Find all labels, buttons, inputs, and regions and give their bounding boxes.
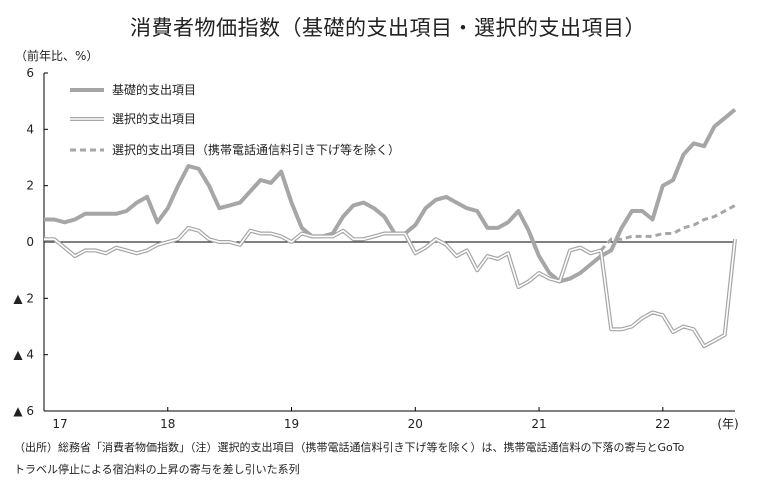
x-tick-label: 21 xyxy=(531,417,546,431)
source-note-line-2: トラベル停止による宿泊料の上昇の寄与を差し引いた系列 xyxy=(14,463,300,476)
x-tick-label: 18 xyxy=(160,417,175,431)
x-tick-label: 20 xyxy=(408,417,423,431)
y-tick-label: 4 xyxy=(26,122,34,136)
x-tick-label: 19 xyxy=(284,417,299,431)
legend-label: 基礎的支出項目 xyxy=(112,82,196,97)
chart-title: 消費者物価指数（基礎的支出項目・選択的支出項目） xyxy=(130,16,646,40)
x-tick-label: 22 xyxy=(655,417,670,431)
series-line-selective xyxy=(44,225,737,349)
y-tick-label: ▲ 2 xyxy=(13,291,34,305)
y-tick-label: ▲ 4 xyxy=(13,348,34,362)
series-line-basic xyxy=(44,108,737,284)
y-tick-label: 0 xyxy=(26,235,34,249)
series-line-selective-excl xyxy=(599,204,736,252)
x-unit-label: (年) xyxy=(717,417,738,431)
y-unit-label: （前年比、%） xyxy=(15,49,99,63)
legend-label: 選択的支出項目（携帯電話通信料引き下げ等を除く） xyxy=(112,142,400,157)
y-tick-label: ▲ 6 xyxy=(13,404,34,418)
legend-label: 選択的支出項目 xyxy=(112,111,196,126)
y-tick-label: 2 xyxy=(26,179,34,193)
y-tick-label: 6 xyxy=(26,66,34,80)
x-tick-label: 17 xyxy=(52,417,67,431)
series-line-selective-inner xyxy=(44,227,736,347)
source-note-line-1: （出所）総務省「消費者物価指数」（注）選択的支出項目（携帯電話通信料引き下げ等を… xyxy=(14,441,685,454)
